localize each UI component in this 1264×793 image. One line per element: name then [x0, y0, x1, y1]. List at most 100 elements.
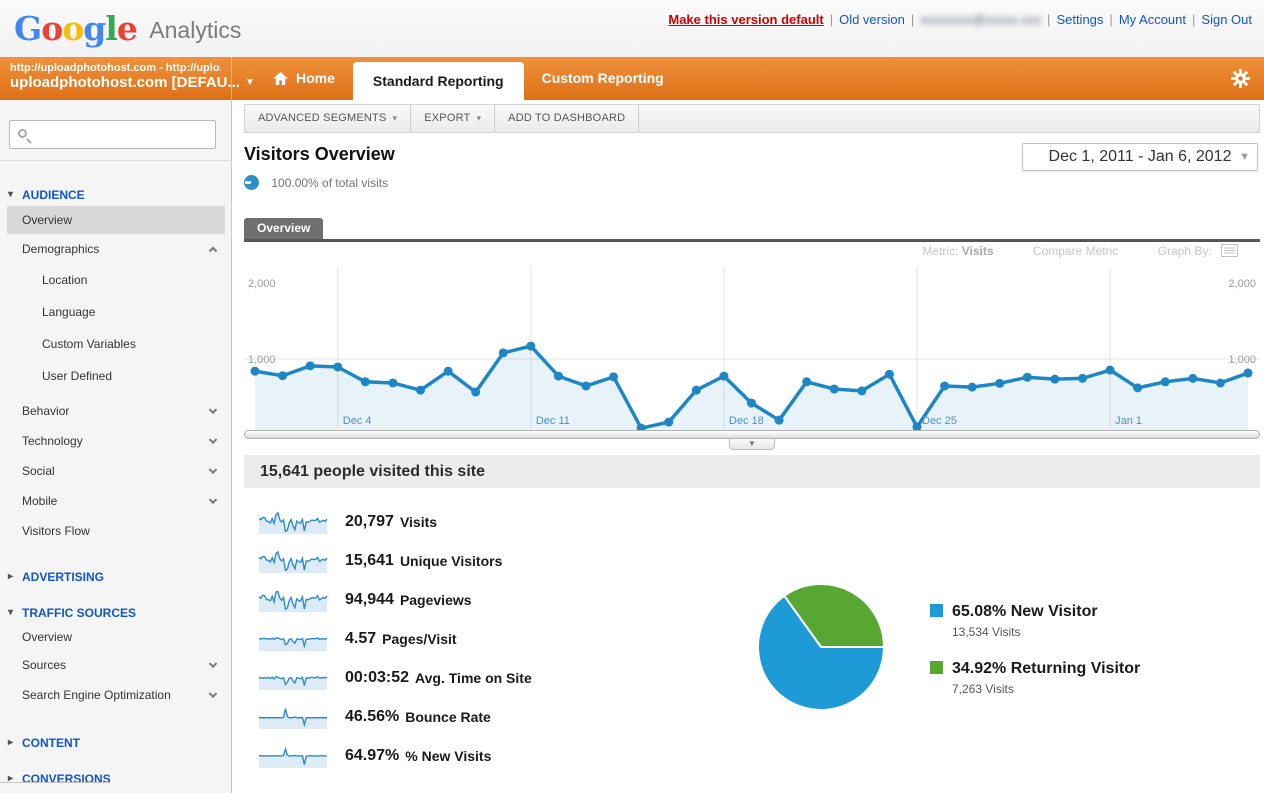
tab-overview[interactable]: Overview: [244, 218, 324, 239]
account-selector[interactable]: http://uploadphotohost.com - http://uplo…: [0, 57, 255, 100]
chevron-down-icon: [208, 495, 218, 505]
analytics-wordmark: Analytics: [149, 17, 242, 43]
sidebar-item-technology[interactable]: Technology: [0, 426, 232, 456]
metric-row-new-visits[interactable]: 64.97% % New Visits: [258, 739, 738, 773]
svg-text:1,000: 1,000: [248, 354, 276, 366]
chevron-down-icon: [208, 659, 218, 669]
sidebar-item-label: Language: [42, 305, 96, 319]
tab-label: Home: [296, 70, 335, 86]
logo-letter: e: [116, 9, 138, 48]
sidebar-section-audience[interactable]: ▾ AUDIENCE: [0, 184, 232, 206]
sparkline-pages-visit: [258, 637, 328, 651]
compare-metric-button[interactable]: Compare Metric: [1032, 244, 1119, 258]
metric-row-bounce-rate[interactable]: 46.56% Bounce Rate: [258, 700, 738, 734]
sidebar-item-label: AUDIENCE: [22, 188, 85, 202]
metric-row-pages-visit[interactable]: 4.57 Pages/Visit: [258, 622, 738, 656]
metric-selector[interactable]: Metric: Visits: [922, 244, 994, 258]
sparkline-bounce-rate: [258, 708, 327, 729]
sidebar-item-overview[interactable]: Overview: [7, 206, 225, 234]
link-separator: |: [1192, 12, 1196, 27]
toolbar-button-add-to-dashboard[interactable]: ADD TO DASHBOARD: [495, 105, 640, 132]
toolbar-button-label: EXPORT: [424, 112, 471, 124]
sparkline-visits: [258, 511, 328, 534]
toolbar-button-label: ADD TO DASHBOARD: [508, 112, 626, 124]
sidebar-item-label: TRAFFIC SOURCES: [22, 606, 136, 620]
triangle-right-icon: ▸: [8, 571, 14, 582]
header-link-my-account[interactable]: My Account: [1118, 12, 1187, 27]
sidebar-item-overview[interactable]: Overview: [0, 624, 232, 650]
header-link-settings[interactable]: Settings: [1056, 12, 1104, 27]
visitors-summary-headline: 15,641 people visited this site: [244, 455, 1260, 488]
report-toolbar: ADVANCED SEGMENTS ▾ EXPORT ▾ ADD TO DASHBOAR…: [244, 104, 1260, 133]
sidebar-item-behavior[interactable]: Behavior: [0, 396, 232, 426]
sidebar-item-demographics[interactable]: Demographics: [0, 234, 232, 264]
logo-letter: o: [62, 9, 84, 48]
svg-text:1,000: 1,000: [1228, 354, 1256, 366]
report-content: ADVANCED SEGMENTS ▾ EXPORT ▾ ADD TO DASHBOAR…: [232, 100, 1264, 793]
pie-chart-svg: [757, 583, 885, 711]
svg-text:Dec 4: Dec 4: [343, 415, 372, 427]
sidebar-item-search-engine-optimization[interactable]: Search Engine Optimization: [0, 680, 232, 710]
account-links: Make this version default | Old version | xx…: [668, 12, 1252, 27]
sparkline-new-visits: [258, 746, 327, 768]
sidebar-item-label: Mobile: [22, 494, 58, 508]
google-analytics-logo: Google Analytics: [14, 9, 241, 48]
metric-row-avg-time-on-site[interactable]: 00:03:52 Avg. Time on Site: [258, 661, 738, 695]
triangle-right-icon: ▸: [8, 773, 14, 784]
triangle-down-icon: ▾: [8, 607, 14, 618]
gear-icon: [1231, 69, 1250, 88]
sidebar-item-label: CONTENT: [22, 736, 80, 750]
segment-indicator: 100.00% of total visits: [244, 175, 388, 191]
google-logo: Google: [14, 9, 138, 48]
sidebar-item-sources[interactable]: Sources: [0, 650, 232, 680]
sidebar-section-advertising[interactable]: ▸ ADVERTISING: [0, 566, 232, 588]
chart-controls: Metric: Visits Compare Metric Graph By:: [244, 244, 1260, 264]
tab-standard-reporting[interactable]: Standard Reporting: [352, 62, 524, 100]
sidebar-item-user-defined[interactable]: User Defined: [0, 360, 232, 392]
sidebar-item-label: Behavior: [22, 404, 70, 418]
tab-underline: [244, 239, 1260, 242]
sidebar-section-conversions[interactable]: ▸ CONVERSIONS: [0, 768, 232, 790]
page-title: Visitors Overview: [244, 144, 395, 164]
metric-row-pageviews[interactable]: 94,944 Pageviews: [258, 583, 738, 617]
chart-area-fill: [255, 346, 1248, 431]
settings-gear-button[interactable]: [1231, 69, 1250, 93]
header-link-sign-out[interactable]: Sign Out: [1201, 12, 1252, 27]
svg-text:2,000: 2,000: [248, 278, 276, 290]
header-link-old-version[interactable]: Old version: [839, 12, 905, 27]
toolbar-button-advanced-segments[interactable]: ADVANCED SEGMENTS ▾: [245, 105, 412, 132]
date-range-picker[interactable]: Dec 1, 2011 - Jan 6, 2012 ▼: [1022, 143, 1258, 171]
metric-row-visits[interactable]: 20,797 Visits: [258, 505, 738, 539]
tab-home[interactable]: Home: [255, 57, 353, 100]
header-link-make-this-version-default[interactable]: Make this version default: [668, 12, 824, 27]
graph-by-label: Graph By:: [1157, 244, 1212, 258]
metric-label: Visits: [399, 514, 438, 530]
metric-label: % New Visits: [405, 748, 492, 764]
metric-row-unique-visitors[interactable]: 15,641 Unique Visitors: [258, 544, 738, 578]
link-separator: |: [1109, 12, 1113, 27]
metric-value: 20,797: [345, 513, 394, 530]
chart-scrollbar[interactable]: [244, 430, 1260, 439]
report-nav: ▾ AUDIENCE Overview Demographics Location Lan…: [0, 184, 232, 790]
toolbar-button-export[interactable]: EXPORT ▾: [411, 105, 496, 132]
sidebar-section-content[interactable]: ▸ CONTENT: [0, 732, 232, 754]
sidebar-item-label: ADVERTISING: [22, 570, 105, 584]
graph-by-day-icon[interactable]: [1221, 244, 1238, 260]
chart-collapse-tab[interactable]: ▼: [729, 439, 775, 450]
sidebar-item-label: User Defined: [42, 369, 113, 383]
logo-letter: g: [83, 9, 106, 48]
search-input[interactable]: [36, 122, 212, 147]
date-range-value: Dec 1, 2011 - Jan 6, 2012: [1048, 148, 1232, 165]
sidebar-item-custom-variables[interactable]: Custom Variables: [0, 328, 232, 360]
tab-label: Custom Reporting: [541, 70, 664, 86]
sidebar-item-language[interactable]: Language: [0, 296, 232, 328]
sidebar-item-location[interactable]: Location: [0, 264, 232, 296]
sidebar-item-mobile[interactable]: Mobile: [0, 486, 232, 516]
sidebar-item-label: CONVERSIONS: [22, 772, 111, 786]
sidebar-section-traffic-sources[interactable]: ▾ TRAFFIC SOURCES: [0, 602, 232, 624]
sidebar-item-visitors-flow[interactable]: Visitors Flow: [0, 516, 232, 546]
tab-custom-reporting[interactable]: Custom Reporting: [524, 57, 682, 100]
sidebar-item-social[interactable]: Social: [0, 456, 232, 486]
visits-timeline-chart[interactable]: 1,000 1,000 2,000 2,000 Dec 4 Dec 11 Dec 18 Dec…: [244, 265, 1260, 433]
